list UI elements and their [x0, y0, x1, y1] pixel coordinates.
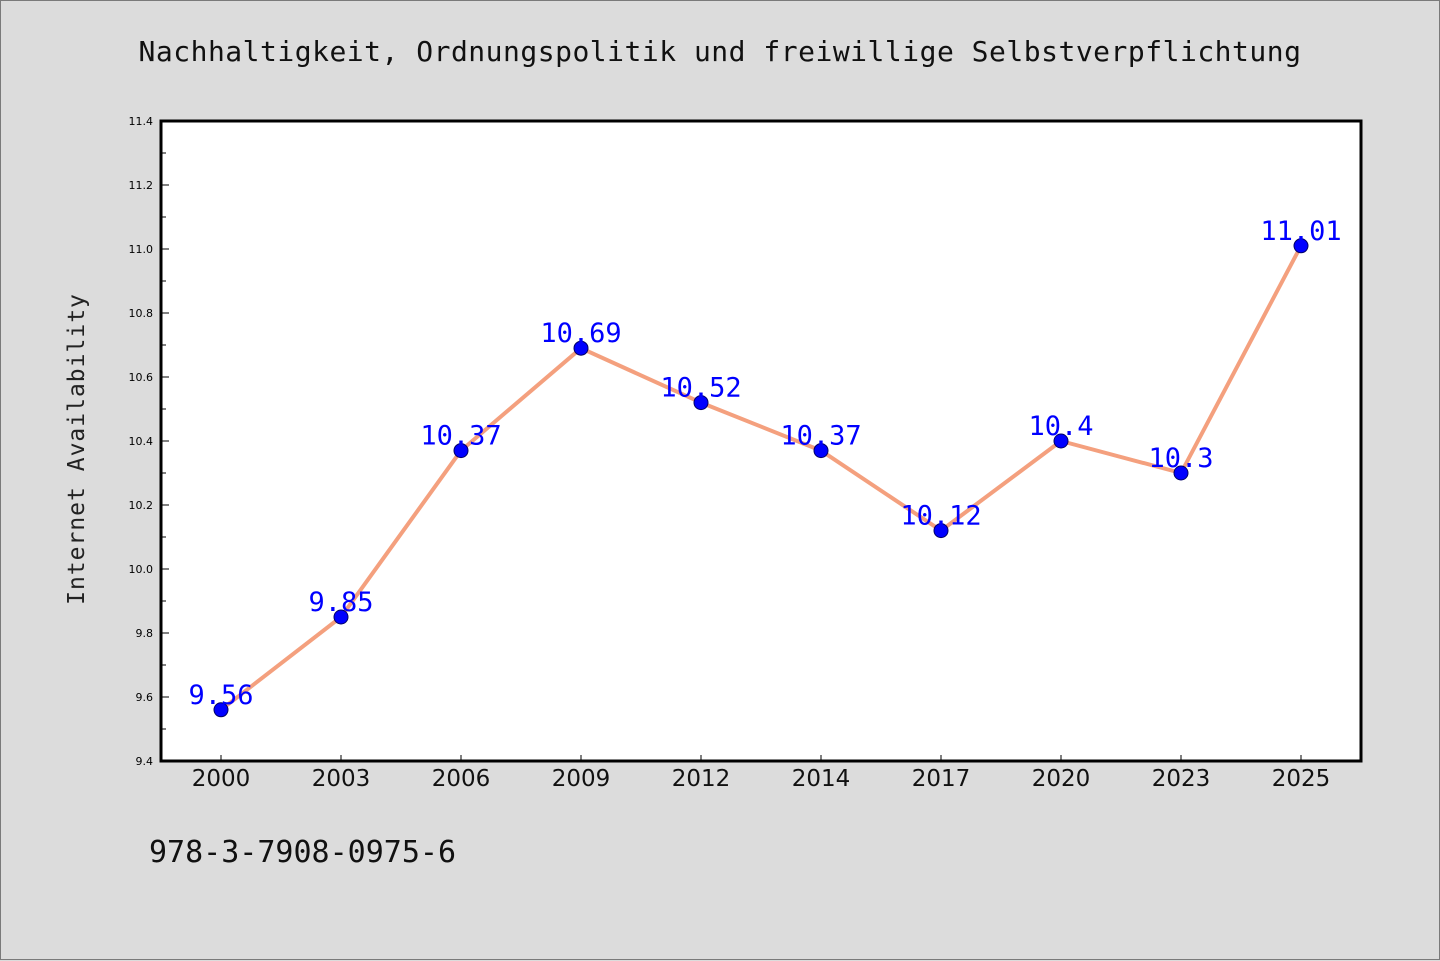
series-line — [219, 244, 1303, 712]
y-tick-label: 9.6 — [136, 691, 154, 704]
y-tick-label: 10.4 — [129, 435, 154, 448]
data-label: 10.4 — [1028, 411, 1093, 442]
y-tick-label: 10.8 — [129, 307, 154, 320]
x-tick-label: 2017 — [912, 766, 971, 792]
data-point — [453, 443, 469, 459]
x-tick-label: 2025 — [1272, 766, 1331, 792]
x-tick-label: 2003 — [312, 766, 371, 792]
data-point — [1173, 465, 1189, 481]
y-tick-label: 11.4 — [129, 115, 154, 128]
data-point — [813, 443, 829, 459]
x-tick-label: 2023 — [1152, 766, 1211, 792]
y-tick-label: 10.6 — [129, 371, 154, 384]
data-label: 10.12 — [900, 501, 981, 532]
isbn-code: 978-3-7908-0975-6 — [149, 835, 457, 870]
x-tick-label: 2020 — [1032, 766, 1091, 792]
data-label: 10.3 — [1148, 443, 1213, 474]
data-point — [213, 702, 229, 718]
x-tick-label: 2000 — [192, 766, 251, 792]
data-point — [1293, 238, 1309, 254]
data-label: 10.37 — [780, 421, 861, 452]
chart-title: Nachhaltigkeit, Ordnungspolitik und frei… — [138, 35, 1302, 68]
y-tick-label: 11.2 — [129, 179, 154, 192]
data-label: 9.85 — [308, 587, 373, 618]
data-label: 10.52 — [660, 373, 741, 404]
y-tick-label: 9.8 — [136, 627, 154, 640]
data-label: 11.01 — [1260, 216, 1341, 247]
x-tick-label: 2014 — [792, 766, 851, 792]
data-label: 9.56 — [188, 680, 253, 711]
data-point — [933, 523, 949, 539]
data-label: 10.37 — [420, 421, 501, 452]
y-tick-label: 9.4 — [136, 755, 154, 768]
x-tick-label: 2012 — [672, 766, 731, 792]
data-label: 10.69 — [540, 318, 621, 349]
plot-area — [159, 119, 1363, 763]
y-tick-label: 10.2 — [129, 499, 154, 512]
x-tick-label: 2009 — [552, 766, 611, 792]
y-tick-label: 11.0 — [129, 243, 154, 256]
data-point — [333, 609, 349, 625]
y-tick-label: 10.0 — [129, 563, 154, 576]
x-tick-label: 2006 — [432, 766, 491, 792]
data-point — [573, 340, 589, 356]
data-point — [1053, 433, 1069, 449]
data-point — [693, 395, 709, 411]
